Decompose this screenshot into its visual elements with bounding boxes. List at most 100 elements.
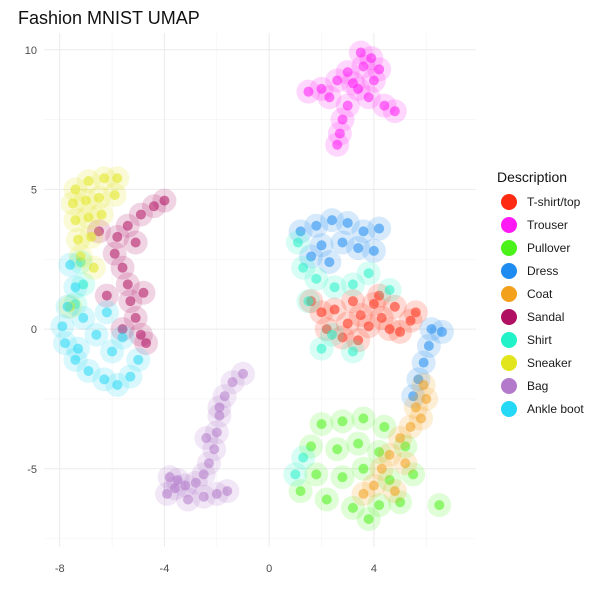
data-point [342,100,353,111]
legend-label: Coat [527,287,553,301]
data-point [227,377,238,388]
data-point [389,486,400,497]
x-tick-label: 0 [266,563,272,575]
data-point [347,346,358,357]
y-tick-label: 10 [25,45,37,57]
data-point [410,402,421,413]
legend-label: Ankle boot [527,402,584,416]
x-tick-label: -4 [160,563,170,575]
data-point [405,421,416,432]
data-point [363,268,374,279]
data-point [93,226,104,237]
data-point [190,477,201,488]
data-point [368,245,379,256]
data-point [366,53,377,64]
data-point [400,458,411,469]
data-point [316,307,327,318]
data-point [434,500,445,511]
data-point [358,61,369,72]
legend-key [501,401,517,417]
legend-item: Dress [501,263,558,279]
legend-label: Shirt [527,333,552,347]
data-point [368,298,379,309]
series-sneaker [58,166,130,319]
data-point [101,307,112,318]
data-point [67,198,78,209]
data-point [70,184,81,195]
data-point [384,324,395,335]
data-point [389,301,400,312]
data-point [363,514,374,525]
data-point [332,139,343,150]
data-point [337,416,348,427]
data-point [109,190,120,201]
y-tick-label: 0 [31,324,37,336]
data-point [70,215,81,226]
data-points [50,40,454,532]
axis-tick-labels: -8 -4 0 4 -5 0 5 10 [25,45,377,575]
data-point [93,192,104,203]
data-point [237,368,248,379]
data-point [337,472,348,483]
data-point [99,374,110,385]
data-point [332,75,343,86]
data-point [337,114,348,125]
data-point [198,469,209,480]
data-point [130,312,141,323]
data-point [405,315,416,326]
legend-title: Description [497,169,567,185]
legend-key [501,332,517,348]
data-point [358,488,369,499]
legend-label: Sandal [527,310,564,324]
data-point [316,419,327,430]
legend-key [501,217,517,233]
data-point [421,393,432,404]
data-point [130,237,141,248]
data-point [347,279,358,290]
data-point [400,441,411,452]
data-point [70,354,81,365]
data-point [295,226,306,237]
data-point [423,340,434,351]
data-point [78,279,89,290]
data-point [426,324,437,335]
data-point [65,259,76,270]
data-point [342,318,353,329]
legend-key [501,263,517,279]
data-point [324,92,335,103]
data-point [355,310,366,321]
data-point [290,469,301,480]
legend-label: Trouser [527,218,568,232]
data-point [222,486,233,497]
data-point [122,279,133,290]
data-point [384,285,395,295]
data-point [133,354,144,365]
data-point [408,469,419,480]
data-point [203,458,214,469]
series-coat [351,372,439,506]
data-point [292,237,303,248]
data-point [327,329,337,340]
data-point [376,463,387,474]
data-point [303,86,314,97]
data-point [117,324,128,335]
data-point [418,379,429,390]
data-point [311,273,322,284]
data-point [311,220,322,231]
data-point [135,209,146,220]
legend-label: T-shirt/top [527,195,581,209]
data-point [374,223,385,234]
legend-key [501,378,517,394]
data-point [306,441,317,452]
data-point [358,226,369,237]
data-point [363,321,374,332]
series-shirt [63,230,402,487]
data-point [316,343,327,354]
data-point [109,248,120,259]
chart-title: Fashion MNIST UMAP [18,8,200,28]
data-point [125,371,136,382]
data-point [112,231,123,242]
x-tick-label: -8 [55,563,65,575]
data-point [122,220,133,231]
